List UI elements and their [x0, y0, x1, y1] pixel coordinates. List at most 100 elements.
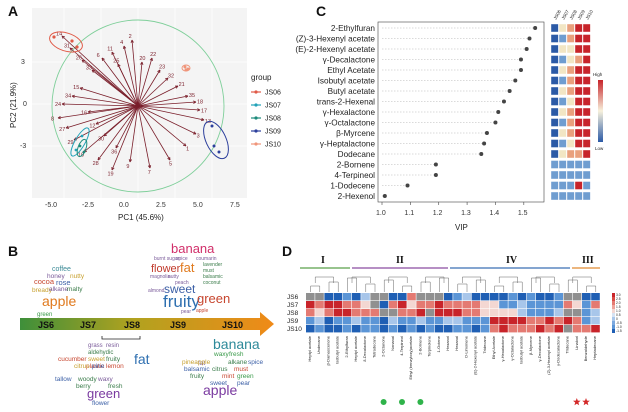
- legend-dot: [254, 90, 258, 94]
- heatmap-cell: [508, 317, 517, 325]
- heatmap-cell: [508, 325, 517, 333]
- heatmap-cell: [545, 301, 554, 309]
- heatmap-cell: [324, 325, 333, 333]
- heatmap-cell: [416, 317, 425, 325]
- aroma-word: apple: [42, 293, 76, 309]
- heatmap-cell: [416, 309, 425, 317]
- heatmap-cell: [526, 293, 536, 301]
- aroma-word: grass: [88, 343, 103, 349]
- heatmap-cell: [462, 301, 471, 309]
- scale-swatch: [612, 293, 615, 297]
- heatmap-compound-label: Ethyl Acetate: [491, 335, 496, 359]
- scale-swatch: [612, 313, 615, 317]
- cluster-label: I: [321, 255, 325, 266]
- loading-label: 25: [113, 58, 119, 64]
- scale-swatch: [612, 309, 615, 313]
- aroma-word: sweet: [88, 356, 105, 363]
- heatmap-cell: [398, 309, 407, 317]
- aroma-word: must: [234, 366, 248, 373]
- aroma-word: banana: [171, 241, 215, 256]
- heatmap-cell: [324, 301, 333, 309]
- vip-heat-cell: [550, 139, 559, 148]
- vip-heat-cell: [558, 107, 567, 117]
- vip-point: [507, 89, 512, 93]
- heatmap-cell: [398, 301, 407, 309]
- heatmap-compound-label: β-Myrcene: [528, 335, 533, 355]
- heatmap-cell: [517, 301, 527, 309]
- heatmap-cell: [453, 317, 462, 325]
- vip-point: [482, 141, 487, 146]
- heatmap-cell: [480, 317, 490, 325]
- heatmap-cell: [471, 325, 481, 333]
- legend-dot: [254, 142, 258, 146]
- vip-heat-cell: [558, 118, 567, 127]
- heatmap-cell: [361, 325, 370, 333]
- vip-heat-legend: [598, 80, 603, 142]
- vip-heat-cell: [566, 23, 575, 33]
- loading-label: 16: [81, 110, 87, 116]
- loading-vector: [65, 105, 139, 129]
- aroma-word: must: [203, 268, 214, 274]
- ellipse-js07: [70, 127, 90, 157]
- loading-arrowhead: [157, 69, 161, 74]
- loading-vector: [137, 61, 143, 107]
- pca-ytick-3: 3: [21, 59, 25, 66]
- vip-heat-cell: [574, 55, 583, 64]
- aroma-word: aldehydic: [88, 350, 113, 356]
- loading-label: 24: [55, 102, 61, 108]
- heatmap-compound-label: Heptyl acetate: [307, 335, 312, 361]
- heatmap-cell: [370, 309, 379, 317]
- vip-heat-cell: [558, 76, 567, 85]
- heatmap-compound-label: 2-Bornene: [417, 335, 422, 354]
- aroma-word: fruity: [190, 373, 205, 380]
- loading-vector: [91, 69, 139, 107]
- loading-label: 2: [129, 34, 132, 40]
- points-js06: [52, 35, 79, 49]
- heatmap-compound-label: D-Limonene: [463, 335, 468, 358]
- vip-heat-cell: [582, 97, 591, 106]
- heatmap-cell: [315, 301, 324, 309]
- loading-arrowhead: [197, 108, 201, 112]
- heatmap-cell: [352, 317, 361, 325]
- heatmap-cell: [342, 301, 352, 309]
- vip-heat-cell: [550, 34, 559, 43]
- aroma-word: berry: [76, 383, 92, 390]
- ellipse-js08: [76, 138, 88, 158]
- aroma-word: fruity: [106, 356, 121, 363]
- heatmap-cell: [425, 325, 435, 333]
- heatmap-cell: [591, 301, 600, 309]
- vip-heat-cell: [582, 181, 591, 190]
- pca-y-label: PC2 (21.9%): [9, 82, 18, 128]
- heatmap-cell: [508, 309, 517, 317]
- heatmap-cell: [352, 325, 361, 333]
- heatmap-cell: [536, 301, 545, 309]
- heatmap-cell: [425, 301, 435, 309]
- vip-heat-cell: [574, 76, 583, 85]
- loading-label: 22: [150, 52, 156, 58]
- vip-compound-label: trans-2-Hexenal: [317, 98, 375, 107]
- loading-vector: [103, 105, 139, 137]
- vip-heat-cell: [566, 181, 575, 190]
- aroma-word: fresh: [108, 383, 123, 390]
- aroma-word: mint: [222, 373, 234, 380]
- loading-label: 27: [59, 127, 65, 133]
- vip-heat-cell: [574, 128, 583, 138]
- vip-compound-label: 2-Hexenol: [338, 192, 376, 201]
- heatmap-cell: [471, 309, 481, 317]
- heatmap-compound-label: Hexanal: [454, 336, 459, 351]
- heatmap-cell: [582, 293, 591, 301]
- loading-label: 26: [76, 55, 82, 61]
- heatmap-cell: [462, 317, 471, 325]
- vip-point: [527, 36, 532, 41]
- vip-heat-cell: [574, 149, 583, 159]
- heatmap-cell: [315, 325, 324, 333]
- loading-vector: [137, 57, 153, 107]
- pca-xtick: -5.0: [45, 202, 57, 209]
- legend-label: JS06: [265, 90, 281, 97]
- loading-vector: [137, 105, 197, 135]
- vip-heat-cell: [566, 128, 575, 138]
- heatmap-cell: [508, 293, 517, 301]
- heatmap-cell: [526, 301, 536, 309]
